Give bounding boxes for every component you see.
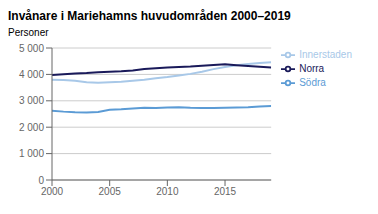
svg-text:2015: 2015 xyxy=(214,186,237,197)
svg-text:2000: 2000 xyxy=(41,186,64,197)
svg-text:0: 0 xyxy=(38,175,44,186)
svg-text:2005: 2005 xyxy=(99,186,122,197)
html-text:Innerstaden: Innerstaden xyxy=(299,48,352,60)
svg-text:2010: 2010 xyxy=(156,186,179,197)
html-text:Norra: Norra xyxy=(299,62,325,74)
html-text:Personer: Personer xyxy=(8,27,49,38)
svg-text:4 000: 4 000 xyxy=(19,69,44,80)
svg-text:3 000: 3 000 xyxy=(19,95,44,106)
html-text:Södra: Södra xyxy=(299,76,326,88)
svg-text:2 000: 2 000 xyxy=(19,122,44,133)
svg-text:5 000: 5 000 xyxy=(19,43,44,54)
html-text:Invånare i Mariehamns huvudomr: Invånare i Mariehamns huvudområden 2000–… xyxy=(8,9,291,23)
svg-text:1 000: 1 000 xyxy=(19,148,44,159)
